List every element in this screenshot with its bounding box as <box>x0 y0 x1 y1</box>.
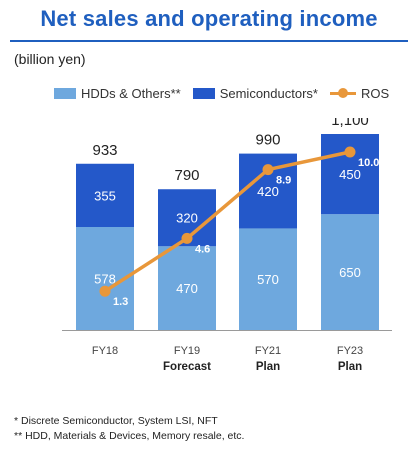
x-sublabel-fy23: Plan <box>338 361 362 373</box>
footnote-hdd: ** HDD, Materials & Devices, Memory resa… <box>14 430 245 442</box>
legend: HDDs & Others** Semiconductors* ROS <box>54 86 401 101</box>
x-tick-fy19: FY19 <box>174 345 200 357</box>
x-sublabel-fy21: Plan <box>256 361 280 373</box>
bar-label-hdd-fy18: 578 <box>94 272 116 287</box>
bar-total-fy23: 1,100 <box>331 118 369 129</box>
footnotes: * Discrete Semiconductor, System LSI, NF… <box>14 414 244 444</box>
ros-point-fy23 <box>344 146 356 158</box>
bar-total-fy21: 990 <box>255 132 280 149</box>
bar-hdd-fy21 <box>239 228 297 330</box>
ros-point-fy21 <box>262 164 274 176</box>
bar-label-semi-fy18: 355 <box>94 188 116 203</box>
bar-label-hdd-fy19: 470 <box>176 281 198 296</box>
ros-label-fy19: 4.6 <box>195 243 210 255</box>
legend-item-ros: ROS <box>329 86 390 101</box>
legend-swatch-ros <box>329 88 356 99</box>
bar-hdd-fy19 <box>158 246 216 330</box>
legend-label-ros: ROS <box>360 86 390 101</box>
legend-swatch-semi <box>192 88 215 99</box>
bar-label-semi-fy23: 450 <box>339 167 361 182</box>
bar-total-fy19: 790 <box>174 167 199 184</box>
ros-label-fy23: 10.0 <box>358 157 379 169</box>
legend-swatch-hdd <box>54 88 76 99</box>
bar-label-hdd-fy21: 570 <box>257 272 279 287</box>
x-tick-fy23: FY23 <box>337 345 363 357</box>
legend-label-semi: Semiconductors* <box>219 86 318 101</box>
x-sublabel-fy19: Forecast <box>163 361 211 373</box>
ros-label-fy21: 8.9 <box>276 175 291 187</box>
bar-total-fy18: 933 <box>92 142 117 159</box>
ros-point-fy19 <box>181 232 193 244</box>
legend-label-hdd: HDDs & Others** <box>81 86 181 101</box>
bar-hdd-fy23 <box>321 214 379 330</box>
bar-semi-fy18 <box>76 163 134 228</box>
ros-point-fy18 <box>99 285 111 297</box>
x-tick-fy18: FY18 <box>92 345 118 357</box>
title-underline <box>10 40 408 42</box>
chart-plot: 578 355 933 FY18 470 320 790 FY19 Forecast 570 420… <box>62 118 392 373</box>
x-tick-fy21: FY21 <box>255 345 281 357</box>
chart-title: Net sales and operating income <box>40 6 378 31</box>
ros-line <box>104 150 351 293</box>
footnote-semiconductors: * Discrete Semiconductor, System LSI, NF… <box>14 415 218 427</box>
legend-item-semi: Semiconductors* <box>192 86 318 101</box>
legend-item-hdd: HDDs & Others** <box>54 86 181 101</box>
ros-label-fy18: 1.3 <box>113 296 128 308</box>
bar-label-hdd-fy23: 650 <box>339 265 361 280</box>
bar-label-semi-fy19: 320 <box>176 211 198 226</box>
bar-label-semi-fy21: 420 <box>257 184 279 199</box>
unit-label: (billion yen) <box>14 51 86 67</box>
